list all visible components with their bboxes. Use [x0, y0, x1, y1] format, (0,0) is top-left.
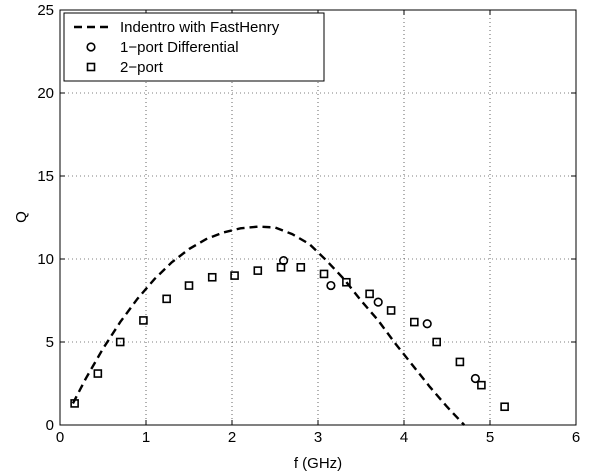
legend-label: 2−port [120, 59, 164, 76]
data-point [455, 357, 465, 367]
legend-label: Indentro with FastHenry [120, 19, 280, 36]
data-point [326, 280, 336, 291]
data-point [319, 269, 329, 279]
data-point [115, 337, 125, 347]
data-point [477, 380, 486, 390]
y-tick-label: 0 [46, 417, 54, 434]
data-point [70, 399, 79, 408]
data-point [276, 262, 286, 272]
legend-entry: 2−port [86, 59, 164, 76]
legend-box [63, 12, 325, 82]
x-tick-label: 1 [142, 429, 150, 446]
legend-entry: 1−port Differential [86, 39, 239, 56]
y-tick-label: 20 [37, 85, 54, 102]
data-point [207, 272, 217, 282]
data-point [365, 289, 374, 299]
data-point [410, 317, 419, 327]
axes: 0 1 2 3 4 5 6 0 5 10 15 20 25 [37, 2, 580, 446]
y-tick-label: 25 [37, 2, 54, 19]
data-point [500, 402, 509, 412]
data-point [422, 319, 432, 329]
legend-swatch [86, 62, 96, 72]
data-point [230, 271, 239, 280]
x-tick-label: 3 [314, 429, 322, 446]
x-tick-label: 2 [228, 429, 236, 446]
data-point [342, 277, 351, 287]
data-point [386, 306, 396, 315]
data-point [139, 316, 148, 325]
x-tick-label: 4 [400, 429, 408, 446]
legend-entry: Indentro with FastHenry [74, 19, 280, 36]
y-axis-label: Q [13, 211, 30, 223]
legend-swatch [86, 42, 96, 52]
data-point [184, 281, 194, 290]
x-tick-label: 6 [572, 429, 580, 446]
y-tick-label: 15 [37, 168, 54, 185]
series-2 [70, 262, 509, 412]
data-point [162, 294, 171, 304]
x-tick-label: 5 [486, 429, 494, 446]
series-line [71, 225, 466, 426]
series-0 [71, 225, 466, 426]
data-point [470, 373, 480, 384]
legend: Indentro with FastHenry 1−port Differenti… [63, 12, 325, 82]
data-point [432, 337, 441, 347]
y-tick-label: 5 [46, 334, 54, 351]
data-point [253, 266, 263, 275]
data-point [296, 262, 306, 272]
legend-label: 1−port Differential [120, 39, 239, 56]
x-tick-label: 0 [56, 429, 64, 446]
x-axis-label: f (GHz) [294, 455, 342, 472]
y-tick-label: 10 [37, 251, 54, 268]
data-point [93, 369, 103, 378]
data-point [373, 297, 383, 307]
series-layer [70, 225, 509, 426]
